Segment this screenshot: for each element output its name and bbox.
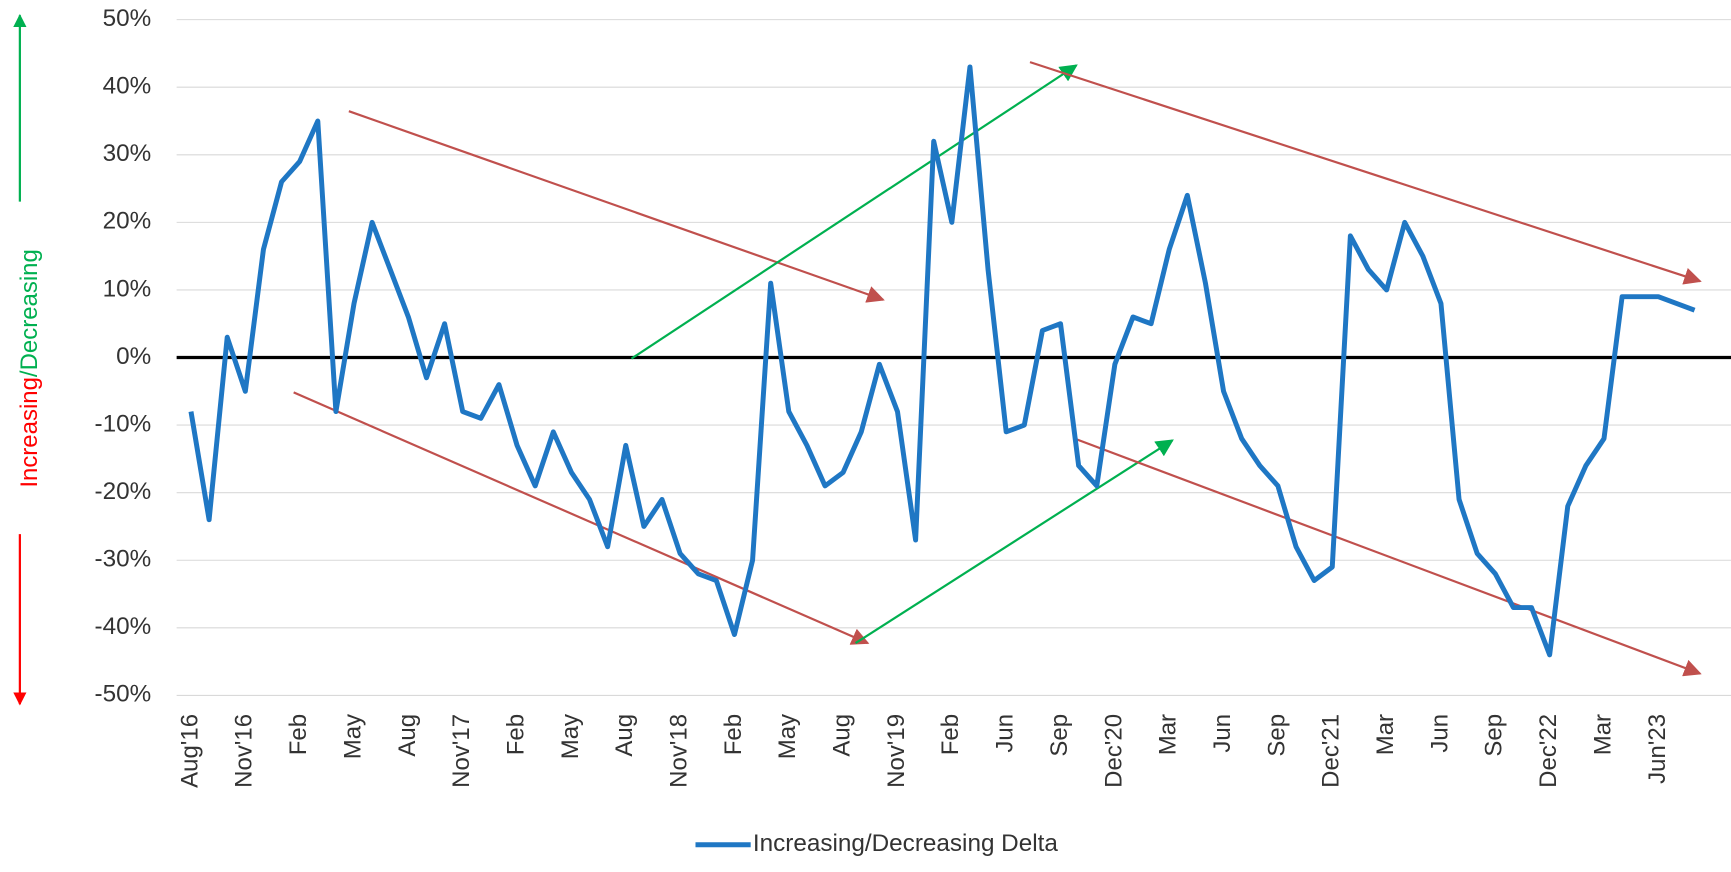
x-tick-label: Feb [720,714,747,755]
x-tick-label: May [339,713,366,759]
x-tick-label: Jun'23 [1644,714,1671,784]
x-tick-label: Feb [937,714,964,755]
y-tick-label: 0% [116,343,151,370]
data-line [188,64,1696,658]
y-tick-label: -30% [95,546,152,573]
side-label: Increasing/Decreasing [16,249,43,488]
x-tick-label: Nov'18 [665,714,692,788]
x-tick-label: Sep [1046,714,1073,757]
x-tick-label: May [557,713,584,759]
x-tick-label: Jun [991,714,1018,753]
side-label-part: Increasing [16,377,43,488]
x-tick-label: Mar [1589,714,1616,755]
x-tick-label: Jun [1209,714,1236,753]
x-tick-label: Sep [1263,714,1290,757]
x-tick-label: Aug [828,714,855,757]
y-tick-label: 20% [103,208,152,235]
y-tick-label: 50% [103,5,152,32]
x-tick-label: Feb [285,714,312,755]
x-tick-label: Aug [394,714,421,757]
x-tick-label: Nov'19 [883,714,910,788]
x-tick-label: Dec'22 [1535,714,1562,788]
side-label-part: /Decreasing [16,249,43,377]
legend-label: Increasing/Decreasing Delta [753,830,1059,857]
x-tick-label: Mar [1372,714,1399,755]
x-tick-label: Dec'20 [1100,714,1127,788]
y-tick-label: -40% [95,613,152,640]
x-tick-label: Aug'16 [176,714,203,788]
trend-arrow [348,110,885,303]
x-tick-label: Feb [502,714,529,755]
x-tick-label: Aug [611,714,638,757]
trend-arrow [1075,438,1702,677]
x-tick-label: Nov'17 [448,714,475,788]
trend-arrow [854,439,1174,645]
grid [176,19,1731,696]
y-tick-label: -10% [95,411,152,438]
x-tick-label: Mar [1155,714,1182,755]
y-tick-label: -20% [95,478,152,505]
x-tick-label: Jun [1426,714,1453,753]
trend-arrows [293,61,1702,677]
x-tick-label: Sep [1481,714,1508,757]
x-tick-label: Nov'16 [231,714,258,788]
x-tick-label: May [774,713,801,759]
x-tick-label: Dec'21 [1318,714,1345,788]
y-tick-label: -50% [95,681,152,708]
y-tick-label: 40% [103,73,152,100]
trend-arrow [1029,61,1702,285]
y-tick-label: 10% [103,275,152,302]
trend-arrow [630,64,1078,360]
trend-arrow [293,391,870,645]
y-tick-label: 30% [103,140,152,167]
